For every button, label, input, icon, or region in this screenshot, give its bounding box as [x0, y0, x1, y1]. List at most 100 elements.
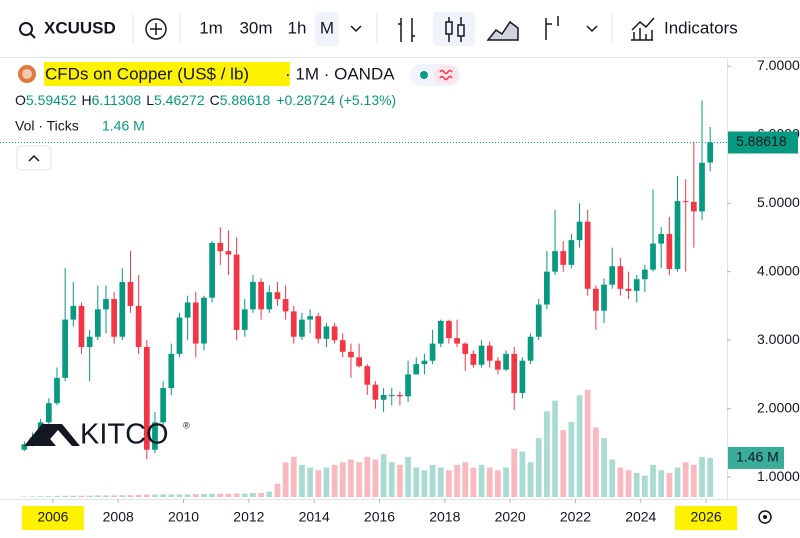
chart-type-active-bg: [433, 12, 475, 46]
volume-bar: [584, 389, 591, 497]
volume-bar: [45, 496, 52, 497]
volume-bar: [160, 494, 166, 497]
volume-bar: [356, 462, 362, 497]
settings-icon[interactable]: [758, 510, 772, 524]
status-dot: [420, 71, 428, 79]
candle-body: [552, 251, 558, 272]
candle-body: [323, 326, 330, 339]
volume-bar: [119, 495, 126, 497]
candle-body: [274, 292, 281, 300]
ohlc: O5.59452 H6.11308 L5.46272 C5.88618 +0.28724…: [15, 92, 396, 108]
y-tick-label: 4.00000: [757, 262, 800, 278]
volume-bar: [527, 462, 534, 497]
candle-body: [413, 364, 420, 375]
title-highlight: [44, 62, 290, 86]
candle-body: [119, 281, 126, 337]
candle-body: [527, 336, 534, 361]
volume-bar: [176, 494, 183, 497]
volume-bar: [609, 459, 616, 497]
candle-body: [690, 201, 697, 212]
volume-bar: [650, 464, 656, 497]
indicators-icon[interactable]: [631, 17, 655, 41]
search-icon-handle: [29, 32, 36, 39]
volume-bar: [168, 494, 175, 497]
volume-bar: [323, 467, 330, 497]
candle-body: [633, 279, 640, 291]
volume-bar: [86, 495, 93, 497]
volume-bar: [486, 467, 493, 497]
volume-bar: [519, 451, 526, 497]
volume-bar: [380, 454, 387, 497]
kagi-icon[interactable]: [545, 16, 559, 40]
dropdown[interactable]: [350, 25, 362, 33]
candle-body: [495, 360, 501, 370]
volume-bar: [601, 438, 607, 497]
volume-bar: [413, 467, 420, 497]
plot: [0, 100, 727, 497]
candle-body: [233, 254, 240, 330]
candle-body: [192, 302, 199, 344]
add-symbol[interactable]: [145, 18, 167, 40]
candles-icon-body: [445, 21, 453, 35]
x-tick-highlight: [675, 506, 738, 530]
x-tick-label: 2022: [560, 509, 591, 525]
ohlc-letter: C: [210, 92, 220, 108]
candle-body: [184, 302, 191, 318]
toolbar: XCUUSD 1m 30m 1h M Indicators: [19, 12, 738, 46]
chart-title: CFDs on Copper (US$ / lb): [45, 64, 249, 83]
candle-body: [356, 357, 362, 367]
volume-bar: [364, 456, 371, 497]
candle-body: [315, 316, 322, 339]
volume-bar: [152, 494, 158, 497]
candle-body: [503, 353, 509, 370]
candle-body: [209, 242, 215, 298]
bars-icon[interactable]: [398, 18, 415, 42]
volume-bar: [307, 467, 313, 497]
volume-bar: [633, 472, 640, 497]
volume-bar: [282, 462, 289, 497]
volume-bar: [421, 470, 428, 497]
candle-body: [266, 292, 273, 310]
volume-bar: [143, 494, 150, 497]
volume-bar: [21, 496, 28, 497]
add-symbol-plus: [150, 23, 162, 35]
volume-bar: [290, 456, 297, 497]
indicators[interactable]: Indicators: [664, 18, 738, 37]
interval[interactable]: M: [320, 18, 334, 37]
x-tick-label: 2014: [299, 509, 330, 525]
volume-bar: [250, 492, 256, 497]
candle-body: [429, 343, 436, 361]
volume-bar: [315, 470, 322, 497]
candle-body: [307, 316, 313, 320]
ohlc-value: 6.11308: [92, 92, 142, 108]
x-tick-label: 2016: [364, 509, 395, 525]
x-tick-label: 2020: [495, 509, 526, 525]
volume-bar: [54, 495, 60, 497]
volume-bar: [699, 456, 705, 497]
interval[interactable]: 1m: [199, 18, 223, 37]
candle-body: [54, 377, 60, 404]
candle-body: [111, 299, 118, 337]
candle-body: [437, 320, 444, 344]
interval[interactable]: 1h: [288, 18, 307, 37]
volume-bar: [593, 427, 599, 497]
volume-bar: [209, 493, 215, 497]
candle-body: [176, 317, 183, 354]
interval[interactable]: 30m: [239, 18, 272, 37]
volume-bar: [552, 400, 558, 497]
area-icon[interactable]: [486, 20, 519, 41]
collapse-button[interactable]: [16, 145, 52, 171]
volume-bar: [462, 462, 469, 497]
search-icon[interactable]: [19, 22, 33, 36]
symbol[interactable]: XCUUSD: [44, 18, 116, 37]
volume-value: 1.46 M: [102, 118, 145, 134]
candle-body: [699, 162, 705, 212]
last-volume-box: [728, 446, 784, 469]
ohlc-letter: L: [146, 92, 154, 108]
volume-bar: [388, 462, 395, 497]
volume-bar: [576, 395, 583, 497]
volume-bar: [37, 496, 44, 497]
y-tick-label: 1.00000: [757, 468, 800, 484]
candle-body: [372, 384, 379, 400]
dropdown[interactable]: [586, 25, 598, 33]
